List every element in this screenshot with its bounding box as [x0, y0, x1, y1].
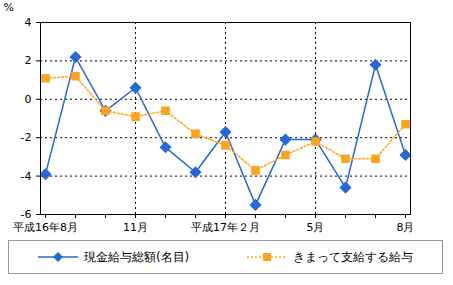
svg-text:-6: -6 — [21, 208, 32, 221]
svg-text:平成16年8月: 平成16年8月 — [13, 221, 78, 234]
svg-text:%: % — [4, 1, 14, 14]
html-text:きまって支給する給与: きまって支給する給与 — [293, 249, 414, 264]
svg-text:-4: -4 — [21, 170, 32, 183]
svg-text:4: 4 — [25, 16, 32, 29]
svg-text:平成17年２月: 平成17年２月 — [191, 221, 260, 234]
svg-text:2: 2 — [25, 54, 32, 67]
svg-text:0: 0 — [25, 93, 32, 106]
svg-text:8月: 8月 — [397, 221, 415, 234]
svg-text:5月: 5月 — [307, 221, 325, 234]
svg-text:-2: -2 — [21, 131, 32, 144]
html-text:現金給与総額(名目): 現金給与総額(名目) — [83, 249, 190, 264]
svg-text:11月: 11月 — [123, 221, 148, 234]
